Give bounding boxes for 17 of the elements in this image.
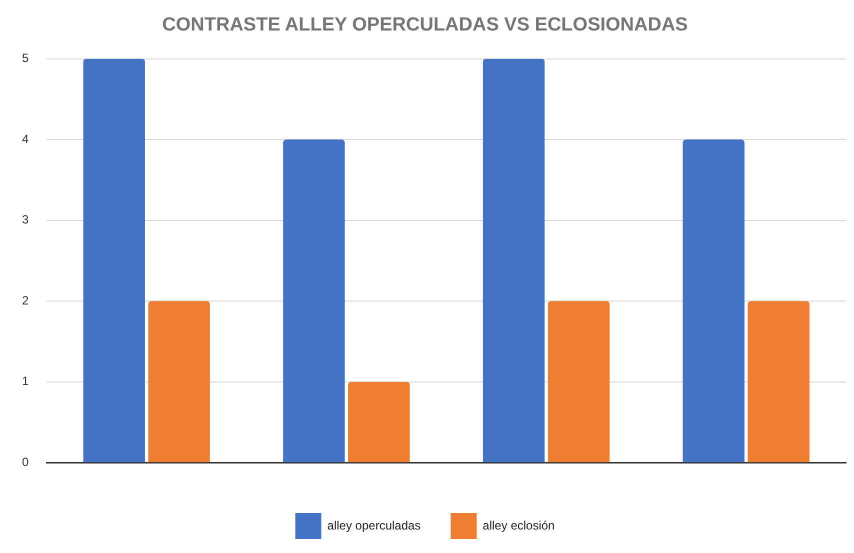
bar: [83, 58, 145, 462]
bar: [482, 58, 545, 462]
bar: [748, 301, 810, 462]
y-tick-label: 0: [22, 454, 29, 469]
legend-label: alley operculadas: [327, 518, 421, 532]
bar: [548, 301, 610, 462]
y-tick-label: 2: [22, 293, 29, 308]
bar: [148, 301, 210, 462]
y-tick-label: 5: [22, 51, 29, 66]
chart-title: CONTRASTE ALLEY OPERCULADAS VS ECLOSIONADAS: [162, 14, 688, 36]
legend-label: alley eclosión: [482, 518, 555, 532]
bar: [348, 382, 410, 462]
bar: [682, 140, 744, 462]
y-tick-label: 3: [22, 212, 29, 227]
y-tick-label: 1: [22, 374, 29, 388]
bar: [283, 140, 345, 462]
y-tick-label: 4: [22, 132, 29, 146]
